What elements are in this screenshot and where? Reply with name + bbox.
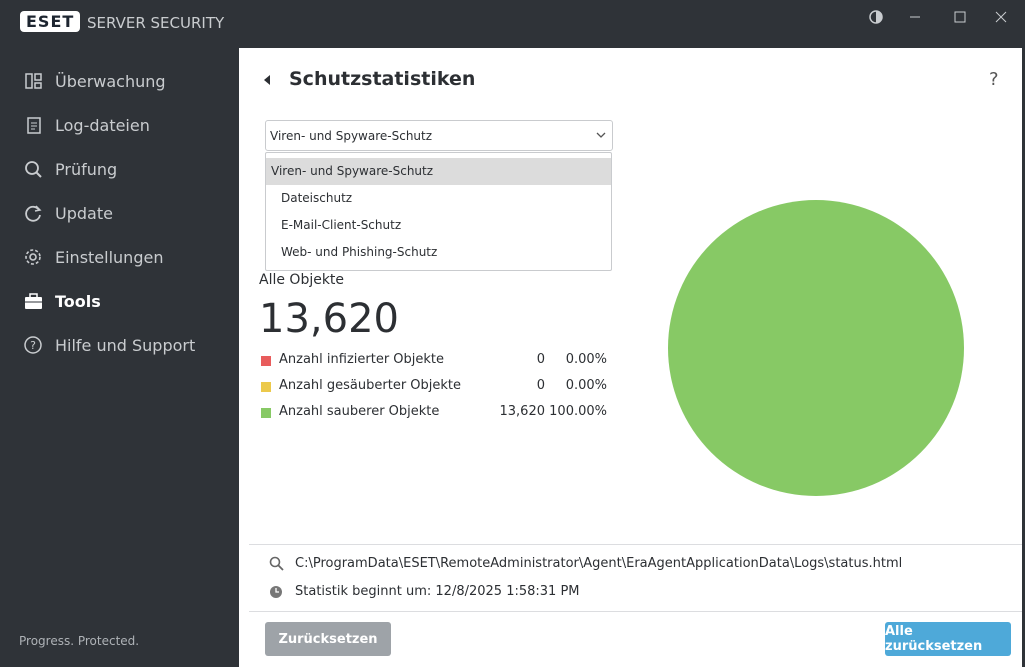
legend-swatch <box>261 356 271 366</box>
nav-label: Überwachung <box>55 71 166 91</box>
nav-item[interactable]: ? Hilfe und Support <box>0 325 239 365</box>
nav-label: Prüfung <box>55 159 118 179</box>
dropdown-option[interactable]: Web- und Phishing-Schutz <box>281 245 438 259</box>
pie-slice <box>668 200 964 496</box>
stats-start: Statistik beginnt um: 12/8/2025 1:58:31 … <box>295 584 580 599</box>
nav-label: Update <box>55 203 113 223</box>
nav-item[interactable]: Tools <box>0 281 239 321</box>
nav-item[interactable]: Update <box>0 193 239 233</box>
nav-icon <box>25 72 42 89</box>
dropdown-option[interactable]: Viren- und Spyware-Schutz <box>266 158 611 185</box>
window-controls <box>910 11 1007 23</box>
nav-label: Log-dateien <box>55 115 150 135</box>
theme-toggle[interactable] <box>868 9 884 25</box>
legend-swatch <box>261 382 271 392</box>
legend-name: Anzahl gesäuberter Objekte <box>279 378 462 393</box>
nav-label: Einstellungen <box>55 247 164 267</box>
logo: eset <box>20 11 81 32</box>
dropdown[interactable]: Viren- und Spyware-Schutz <box>265 120 613 151</box>
divider <box>249 544 1022 545</box>
nav-icon <box>25 204 42 222</box>
nav-item[interactable]: Prüfung <box>0 149 239 189</box>
sidebar: Überwachung Log-dateien Prüfung Update Einst… <box>0 48 239 667</box>
help-button[interactable]: ? <box>989 69 999 90</box>
dropdown-arrow <box>596 132 606 138</box>
nav-item[interactable]: Einstellungen <box>0 237 239 277</box>
log-path[interactable]: C:\ProgramData\ESET\RemoteAdministrator\… <box>295 556 903 571</box>
nav-item[interactable]: Überwachung <box>0 61 239 101</box>
title-bar <box>0 0 1025 48</box>
nav-label: Tools <box>55 291 101 311</box>
nav-icon: ? <box>24 335 42 354</box>
nav-icon <box>25 160 42 178</box>
legend-count: 0 <box>536 378 545 393</box>
dropdown-value: Viren- und Spyware-Schutz <box>270 129 433 143</box>
page-title: Schutzstatistiken <box>289 68 476 90</box>
total-value: 13,620 <box>259 296 399 342</box>
legend-row: Anzahl gesäuberter Objekte 0 0.00% <box>260 377 610 397</box>
search-icon <box>269 556 284 571</box>
legend-name: Anzahl sauberer Objekte <box>279 404 440 419</box>
reset-all-button[interactable]: Alle zurücksetzen <box>885 622 1011 656</box>
tagline: Progress. Protected. <box>19 634 140 648</box>
close[interactable] <box>995 11 1007 23</box>
product-name: SERVER SECURITY <box>87 14 225 32</box>
clock-icon <box>270 586 282 598</box>
legend-percent: 0.00% <box>565 352 607 367</box>
window-edge <box>1022 48 1025 667</box>
nav-icon <box>25 248 41 265</box>
divider <box>249 611 1022 612</box>
legend-percent: 100.00% <box>549 404 607 419</box>
reset-button[interactable]: Zurücksetzen <box>265 622 391 656</box>
nav-icon <box>25 292 42 309</box>
maximize[interactable] <box>954 11 966 23</box>
legend-count: 0 <box>536 352 545 367</box>
legend-row: Anzahl infizierter Objekte 0 0.00% <box>260 351 610 371</box>
nav-item[interactable]: Log-dateien <box>0 105 239 145</box>
total-label: Alle Objekte <box>259 272 345 288</box>
legend-count: 13,620 <box>499 404 546 419</box>
back-button[interactable] <box>262 74 272 86</box>
dropdown-option[interactable]: E-Mail-Client-Schutz <box>281 218 402 232</box>
dropdown-list: Viren- und Spyware-Schutz Dateischutz E-Ma… <box>265 152 612 271</box>
legend-percent: 0.00% <box>565 378 607 393</box>
nav-label: Hilfe und Support <box>55 335 196 355</box>
pie-chart <box>668 200 964 496</box>
svg-text:?: ? <box>30 339 36 352</box>
legend-name: Anzahl infizierter Objekte <box>279 352 445 367</box>
nav-icon <box>27 116 41 134</box>
dropdown-option[interactable]: Dateischutz <box>281 191 353 205</box>
legend-swatch <box>261 408 271 418</box>
legend-row: Anzahl sauberer Objekte 13,620 100.00% <box>260 403 610 423</box>
